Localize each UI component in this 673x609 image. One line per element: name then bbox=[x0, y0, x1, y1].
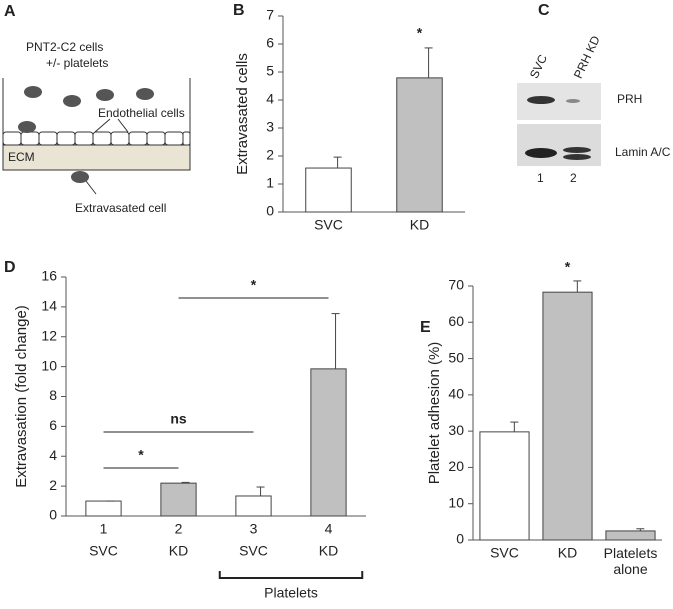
y-tick-label: 2 bbox=[49, 477, 57, 493]
diagram-label: Endothelial cells bbox=[98, 106, 185, 120]
band-label: Lamin A/C bbox=[615, 145, 671, 159]
bar bbox=[542, 291, 593, 541]
y-axis-label: Extravasated cells bbox=[234, 53, 251, 175]
bar bbox=[605, 530, 656, 541]
y-tick-label: 70 bbox=[448, 277, 464, 293]
y-tick-label: 10 bbox=[41, 357, 57, 373]
x-tick-label: 1 bbox=[100, 521, 108, 537]
x-tick-label: 4 bbox=[325, 521, 333, 537]
panel-label: E bbox=[420, 319, 431, 336]
band bbox=[527, 96, 555, 104]
y-tick-label: 0 bbox=[49, 507, 57, 523]
diagram-label: Extravasated cell bbox=[75, 201, 166, 215]
x-tick-label: KD bbox=[410, 217, 429, 233]
group-label: Platelets bbox=[264, 585, 318, 601]
y-tick-label: 4 bbox=[49, 447, 57, 463]
bar bbox=[85, 500, 122, 517]
pointer bbox=[94, 118, 111, 133]
y-tick-label: 7 bbox=[266, 7, 274, 23]
lane-label: PRH KD bbox=[571, 33, 603, 80]
x-tick-label: 2 bbox=[175, 521, 183, 537]
x-tick-label: Platelets alone bbox=[604, 545, 658, 577]
annotation: * bbox=[251, 277, 257, 293]
y-tick-label: 30 bbox=[448, 422, 464, 438]
y-tick-label: 6 bbox=[49, 417, 57, 433]
x-sub-label: SVC bbox=[239, 543, 268, 559]
y-tick-label: 20 bbox=[448, 458, 464, 474]
x-tick-label: SVC bbox=[314, 217, 343, 233]
annotation: * bbox=[565, 259, 571, 275]
cells bbox=[18, 86, 154, 183]
y-tick-label: 8 bbox=[49, 387, 57, 403]
diagram-label: PNT2-C2 cells bbox=[26, 40, 103, 54]
pointer bbox=[117, 118, 129, 133]
band bbox=[566, 99, 580, 103]
y-tick-label: 14 bbox=[41, 298, 57, 314]
x-sub-label: KD bbox=[169, 543, 188, 559]
band bbox=[563, 154, 591, 160]
diagram-label: +/- platelets bbox=[46, 56, 108, 70]
lane-number: 2 bbox=[570, 171, 577, 185]
y-tick-label: 50 bbox=[448, 349, 464, 365]
bar bbox=[310, 368, 347, 517]
y-tick-label: 6 bbox=[266, 35, 274, 51]
y-tick-label: 5 bbox=[266, 63, 274, 79]
bar bbox=[160, 482, 197, 517]
diagram-label: ECM bbox=[8, 150, 35, 164]
annotation: * bbox=[138, 447, 144, 463]
x-sub-label: KD bbox=[319, 543, 338, 559]
x-tick-label: 3 bbox=[250, 521, 258, 537]
diagram: PNT2-C2 cells +/- platelets Endothelial … bbox=[2, 40, 191, 215]
blot: SVC PRH KD PRH Lamin A/C 1 2 bbox=[517, 33, 671, 185]
y-tick-label: 0 bbox=[266, 203, 274, 219]
y-tick-label: 3 bbox=[266, 119, 274, 135]
band bbox=[525, 148, 557, 158]
y-axis-label: Platelet adhesion (%) bbox=[426, 342, 443, 485]
band-label: PRH bbox=[617, 92, 642, 106]
group-bracket bbox=[218, 571, 364, 579]
y-tick-label: 1 bbox=[266, 175, 274, 191]
panel-label: D bbox=[4, 259, 16, 276]
annotation: * bbox=[417, 25, 423, 41]
panel-label: B bbox=[233, 2, 245, 19]
y-tick-label: 40 bbox=[448, 386, 464, 402]
y-axis-label: Extravasation (fold change) bbox=[13, 305, 30, 488]
y-tick-label: 2 bbox=[266, 147, 274, 163]
band bbox=[563, 147, 591, 153]
endothelial-row bbox=[2, 131, 191, 146]
y-tick-label: 12 bbox=[41, 327, 57, 343]
bar bbox=[396, 77, 443, 213]
bar bbox=[235, 495, 272, 517]
x-tick-label: SVC bbox=[490, 545, 519, 561]
lane-number: 1 bbox=[537, 171, 544, 185]
panel-label: A bbox=[4, 3, 16, 20]
ecm-layer bbox=[2, 144, 191, 171]
annotation: ns bbox=[170, 411, 187, 427]
x-tick-label: KD bbox=[558, 545, 577, 561]
x-sub-label: SVC bbox=[89, 543, 118, 559]
lane-label: SVC bbox=[527, 52, 550, 81]
y-tick-label: 10 bbox=[448, 494, 464, 510]
y-tick-label: 16 bbox=[41, 268, 57, 284]
bar bbox=[305, 167, 352, 213]
y-tick-label: 4 bbox=[266, 91, 274, 107]
pointer bbox=[85, 180, 97, 195]
blot-strip bbox=[517, 124, 601, 166]
y-tick-label: 0 bbox=[456, 531, 464, 547]
y-tick-label: 60 bbox=[448, 313, 464, 329]
panel-label: C bbox=[538, 2, 550, 19]
bar bbox=[479, 431, 530, 541]
